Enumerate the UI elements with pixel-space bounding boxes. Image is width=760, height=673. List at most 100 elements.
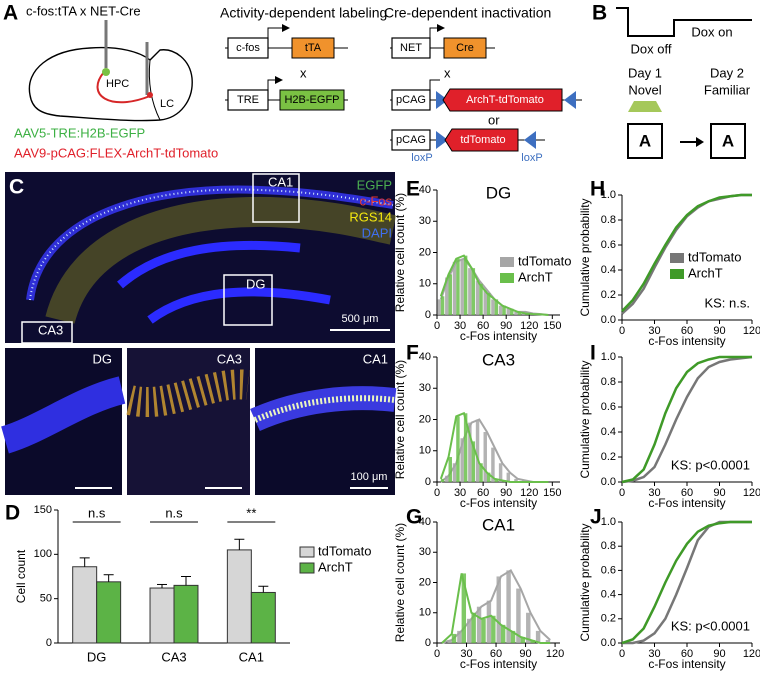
significance-label: n.s bbox=[88, 505, 106, 520]
panel-label: D bbox=[5, 502, 20, 525]
region-label: HPC bbox=[106, 78, 129, 90]
histogram-bar bbox=[475, 419, 480, 482]
y-tick-label: 10 bbox=[419, 607, 431, 619]
histogram-bar bbox=[491, 299, 495, 315]
gene-label: Cre bbox=[456, 42, 474, 54]
legend-swatch bbox=[500, 257, 514, 267]
y-tick-label: 10 bbox=[419, 278, 431, 290]
histogram-bar bbox=[440, 478, 445, 482]
arrowhead bbox=[696, 137, 704, 147]
cross: x bbox=[444, 65, 451, 80]
gene-inverted bbox=[442, 88, 563, 112]
histogram-bar bbox=[496, 576, 501, 643]
x-tick-label: 30 bbox=[454, 487, 466, 499]
x-tick-label: 0 bbox=[434, 320, 440, 332]
context-box-label: A bbox=[722, 131, 734, 150]
gene-label: tTA bbox=[305, 42, 322, 54]
arrowhead bbox=[282, 24, 290, 32]
promoter bbox=[391, 37, 431, 59]
histogram-bar bbox=[445, 475, 449, 482]
panel-c: C CA1 DG CA3 EGFP c-Fos RGS14 DAPI 500 μ… bbox=[0, 172, 397, 495]
region-label: LC bbox=[160, 98, 174, 110]
context-box bbox=[710, 123, 746, 159]
loxp-site bbox=[436, 91, 448, 109]
panel-title: c-fos:tTA x NET-Cre bbox=[26, 3, 141, 18]
y-tick-label: 0.6 bbox=[601, 239, 616, 251]
histogram-bar bbox=[448, 274, 452, 315]
histogram-bar bbox=[486, 600, 492, 643]
virus-label: AAV5-TRE:H2B-EGFP bbox=[14, 125, 145, 140]
histogram-bar bbox=[494, 299, 499, 315]
y-tick-label: 0.6 bbox=[601, 401, 616, 413]
dox-label: Dox off bbox=[631, 41, 672, 56]
loxp-site bbox=[436, 131, 448, 149]
legend-label: ArchT bbox=[688, 265, 723, 280]
cdf-line bbox=[621, 193, 752, 313]
x-tick-label: 120 bbox=[743, 487, 760, 499]
y-axis-label: Cell count bbox=[14, 549, 28, 603]
histogram-bar bbox=[514, 311, 518, 315]
histogram-line bbox=[441, 568, 551, 644]
histogram-bar bbox=[440, 296, 445, 315]
x-tick-label: 150 bbox=[543, 487, 561, 499]
panel-label: I bbox=[590, 342, 596, 365]
x-tick-label: 0 bbox=[619, 487, 625, 499]
panel-label: F bbox=[406, 342, 419, 365]
histogram-bar bbox=[468, 422, 472, 482]
histogram-bar bbox=[460, 258, 464, 315]
histogram-bar bbox=[479, 283, 483, 315]
y-tick-label: 1.0 bbox=[601, 189, 616, 201]
histogram-bar bbox=[475, 280, 480, 315]
region-label: CA1 bbox=[268, 174, 293, 189]
legend-label: tdTomato bbox=[318, 543, 371, 558]
y-tick-label: 0 bbox=[425, 309, 431, 321]
histogram-bar bbox=[483, 290, 487, 315]
y-tick-label: 0.0 bbox=[601, 637, 616, 649]
neuropil bbox=[45, 196, 397, 325]
histogram-bar bbox=[491, 615, 496, 643]
promoter bbox=[391, 89, 431, 111]
y-tick-label: 0 bbox=[425, 637, 431, 649]
legend-label: tdTomato bbox=[518, 253, 571, 268]
histogram-bar bbox=[448, 457, 452, 482]
channel-label: c-Fos bbox=[360, 193, 393, 208]
x-tick-label: 120 bbox=[546, 648, 564, 660]
cell-layer bbox=[26, 185, 394, 301]
y-tick-label: 0.4 bbox=[601, 264, 616, 276]
y-tick-label: 10 bbox=[419, 445, 431, 457]
cdf-line bbox=[621, 355, 753, 484]
context-label: Familiar bbox=[704, 82, 751, 97]
legend-swatch bbox=[299, 546, 315, 558]
histogram-bar bbox=[498, 305, 503, 315]
gene bbox=[279, 89, 345, 111]
histogram-line bbox=[439, 254, 549, 316]
brain-fold bbox=[148, 59, 161, 121]
y-tick-label: 20 bbox=[419, 576, 431, 588]
histogram-bar bbox=[471, 268, 476, 315]
day-label: Day 1 bbox=[628, 65, 662, 80]
inset bbox=[127, 348, 250, 495]
histogram-bar bbox=[502, 305, 506, 315]
histogram-bar bbox=[461, 573, 467, 643]
histogram-bar bbox=[506, 472, 511, 482]
promoter-label: c-fos bbox=[236, 42, 260, 54]
y-tick-label: 30 bbox=[419, 546, 431, 558]
histogram-bar bbox=[498, 463, 503, 482]
x-tick-label: 90 bbox=[500, 320, 512, 332]
y-tick-label: 0.4 bbox=[601, 589, 616, 601]
y-tick-label: 0 bbox=[425, 476, 431, 488]
promoter bbox=[227, 89, 269, 111]
x-tick-label: 0 bbox=[434, 648, 440, 660]
panel-label: E bbox=[406, 178, 420, 201]
loxp-label: loxP bbox=[411, 152, 432, 164]
histogram-bar bbox=[451, 633, 457, 643]
channel-label: RGS14 bbox=[349, 209, 392, 224]
chart-title: DG bbox=[486, 183, 512, 202]
panel-a: A c-fos:tTA x NET-Cre HPC LC AAV5-TRE:H2… bbox=[3, 2, 582, 164]
dg-layer bbox=[147, 287, 331, 324]
tss-arrow bbox=[267, 27, 284, 38]
cell-layer bbox=[253, 395, 396, 423]
brain-outline bbox=[28, 46, 193, 122]
histogram-bar bbox=[483, 432, 487, 482]
x-tick-label: 90 bbox=[519, 648, 531, 660]
